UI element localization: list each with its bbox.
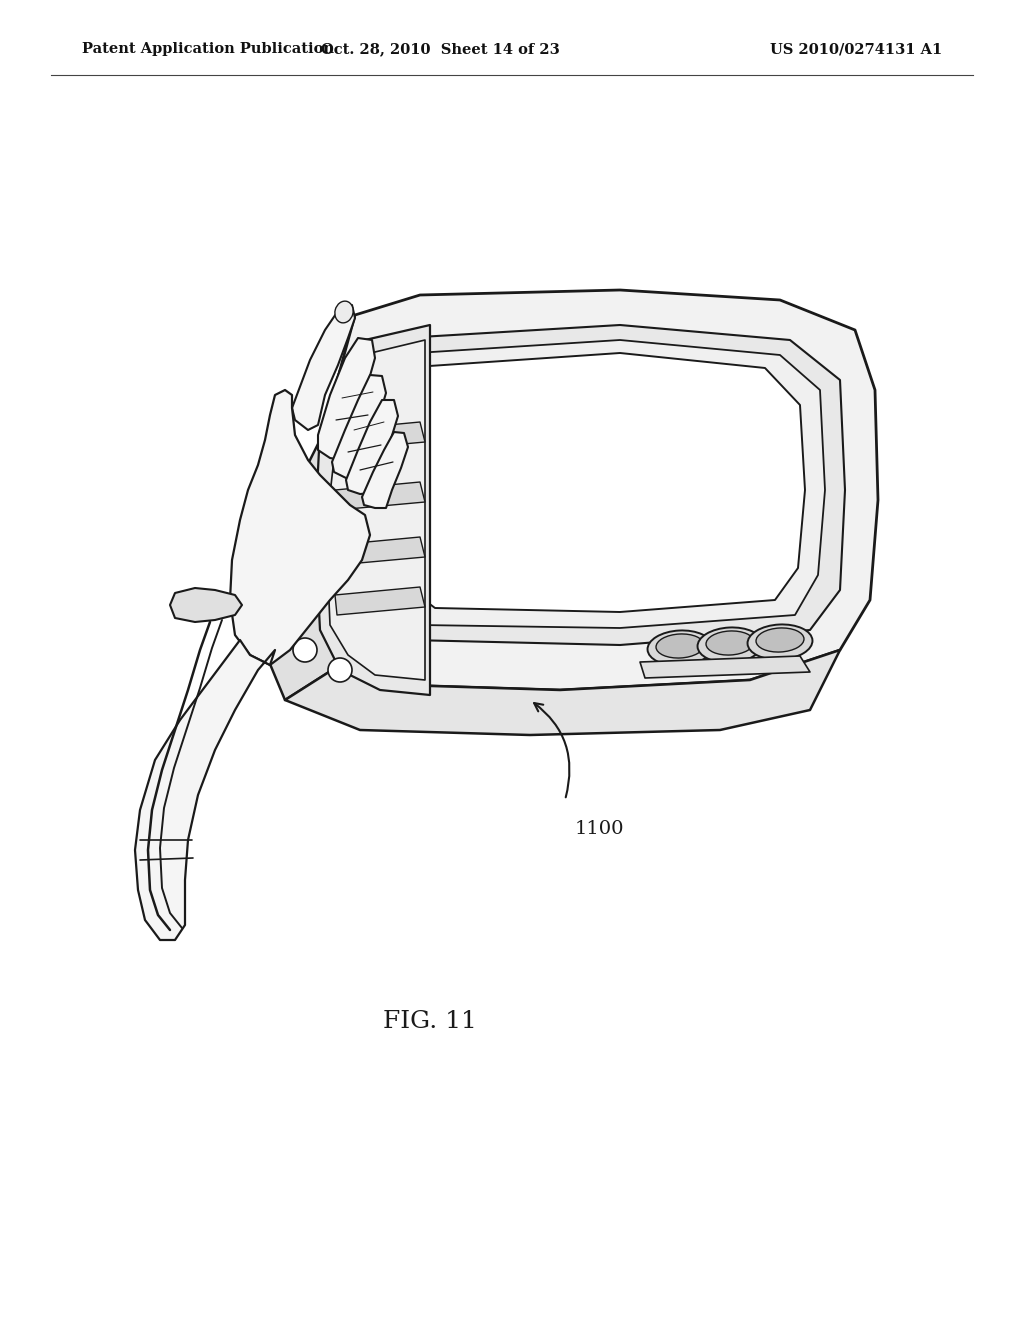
Polygon shape xyxy=(332,375,386,478)
Text: Patent Application Publication: Patent Application Publication xyxy=(82,42,334,57)
Ellipse shape xyxy=(706,631,754,655)
Polygon shape xyxy=(315,325,430,696)
Circle shape xyxy=(328,657,352,682)
Polygon shape xyxy=(346,400,398,494)
Circle shape xyxy=(245,582,281,618)
Polygon shape xyxy=(335,587,425,615)
Polygon shape xyxy=(135,640,275,940)
Polygon shape xyxy=(385,352,805,612)
Ellipse shape xyxy=(756,628,804,652)
Polygon shape xyxy=(640,656,810,678)
Polygon shape xyxy=(260,430,340,700)
Polygon shape xyxy=(230,389,370,665)
Polygon shape xyxy=(292,305,355,430)
Polygon shape xyxy=(319,290,878,690)
Ellipse shape xyxy=(656,634,703,659)
Polygon shape xyxy=(326,341,425,680)
Polygon shape xyxy=(285,649,840,735)
Text: FIG. 11: FIG. 11 xyxy=(383,1010,477,1034)
Polygon shape xyxy=(362,432,408,508)
Ellipse shape xyxy=(335,301,353,323)
Circle shape xyxy=(255,591,271,609)
Polygon shape xyxy=(170,587,242,622)
Polygon shape xyxy=(368,341,825,628)
Polygon shape xyxy=(318,338,375,459)
Polygon shape xyxy=(335,422,425,450)
Ellipse shape xyxy=(748,624,812,660)
Ellipse shape xyxy=(647,631,713,665)
Polygon shape xyxy=(335,537,425,565)
Text: 1100: 1100 xyxy=(575,820,625,838)
FancyArrowPatch shape xyxy=(535,704,569,797)
Polygon shape xyxy=(350,325,845,645)
Circle shape xyxy=(293,638,317,663)
Circle shape xyxy=(234,572,291,628)
Text: Oct. 28, 2010  Sheet 14 of 23: Oct. 28, 2010 Sheet 14 of 23 xyxy=(321,42,560,57)
Ellipse shape xyxy=(697,627,763,663)
Text: US 2010/0274131 A1: US 2010/0274131 A1 xyxy=(770,42,942,57)
Polygon shape xyxy=(335,482,425,510)
